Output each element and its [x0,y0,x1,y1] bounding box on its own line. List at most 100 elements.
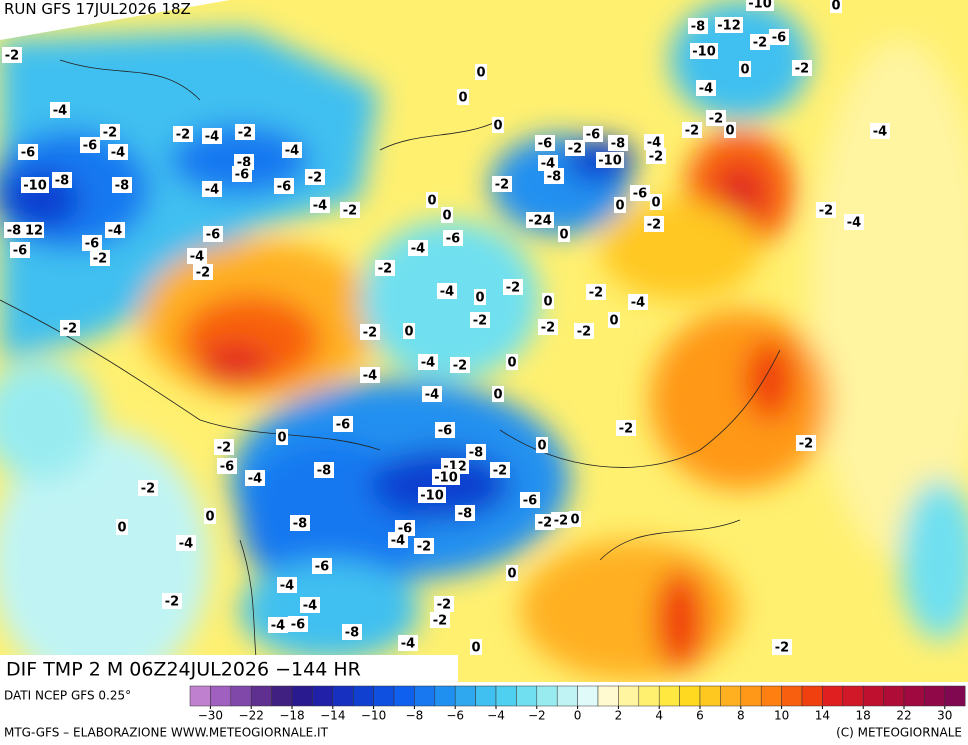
label-bg [816,202,836,218]
map-label: -4 [108,224,122,239]
map-label: -2 [619,422,633,437]
map-label: -2 [538,516,552,531]
map-label: 12 [25,224,43,239]
colorbar-box [475,685,497,707]
label-bg [630,185,650,201]
colorbar-box [658,685,680,707]
map-label: -10 [598,154,622,169]
map-label: -2 [103,126,117,141]
map-label: 0 [507,567,516,582]
label-bg [526,212,554,228]
label-bg [616,420,636,436]
colorbar-box [393,685,415,707]
label-bg [646,148,666,164]
label-bg [60,320,80,336]
map-label: -2 [343,204,357,219]
label-bg [235,124,255,140]
label-bg [282,142,302,158]
map-label: 0 [117,521,126,536]
map-label: -2 [753,36,767,51]
label-bg [193,264,213,280]
map-label: -4 [271,619,285,634]
map-label: -4 [401,637,415,652]
map-label: -2 [541,321,555,336]
label-bg [430,612,450,628]
label-bg [300,597,320,613]
map-label: 0 [493,388,502,403]
domain-edge [0,0,230,40]
map-label: -6 [523,494,537,509]
label-bg [688,18,708,34]
colorbar-box [944,685,966,707]
label-bg [116,519,128,535]
map-label: -2 [5,49,19,64]
map-label: -4 [425,388,439,403]
map-label: -6 [772,31,786,46]
footer-left: MTG-GFS – ELABORAZIONE WWW.METEOGIORNALE… [4,726,329,740]
label-bg [403,323,415,339]
label-bg [342,624,362,640]
map-label: 0 [537,439,546,454]
colorbar-box [556,685,578,707]
map-label: -2 [363,326,377,341]
map-label: -8 [293,517,307,532]
map-label: -8 [691,20,705,35]
map-label: -2 [93,252,107,267]
label-bg [470,639,482,655]
label-bg [682,122,702,138]
label-bg [520,492,540,508]
colorbar-box [373,685,395,707]
label-bg [583,126,603,142]
map-label: -4 [111,146,125,161]
label-bg [310,197,330,213]
map-label: -2 [141,482,155,497]
label-bg [21,177,49,193]
label-bg [312,558,332,574]
label-bg [492,117,504,133]
label-bg [375,260,395,276]
map-label: -8 [611,137,625,152]
label-bg [408,240,428,256]
label-bg [739,61,751,77]
map-label: -10 [748,0,772,12]
map-label: -2 [649,150,663,165]
map-label: 0 [543,295,552,310]
label-bg [105,222,125,238]
map-label: -2 [493,464,507,479]
label-bg [696,80,716,96]
map-label: -2 [554,514,568,529]
label-bg [542,293,554,309]
colorbar-label: 4 [655,709,663,723]
colorbar-label: −8 [406,709,424,723]
label-bg [360,324,380,340]
colorbar-box [250,685,272,707]
map-label: -6 [21,146,35,161]
colorbar-box [801,685,823,707]
map-label: -2 [795,62,809,77]
label-bg [52,172,72,188]
map-label: 0 [476,66,485,81]
colorbar-box [740,685,762,707]
map-label: -6 [277,180,291,195]
colorbar-box [842,685,864,707]
label-bg [314,462,334,478]
map-label: -4 [440,285,454,300]
map-label: -4 [847,216,861,231]
label-bg [414,538,434,554]
map-label: 0 [740,63,749,78]
label-bg [644,134,664,150]
map-label: 0 [475,291,484,306]
map-label: -2 [308,171,322,186]
label-bg [4,222,24,238]
map-label: -6 [633,187,647,202]
colorbar-box [414,685,436,707]
map-label: -2 [165,595,179,610]
label-bg [360,367,380,383]
colorbar-label: 22 [896,709,911,723]
label-bg [558,226,570,242]
map-label: -2 [473,314,487,329]
colorbar-label: 8 [737,709,745,723]
label-bg [108,144,128,160]
label-bg [10,242,30,258]
label-bg [277,577,297,593]
